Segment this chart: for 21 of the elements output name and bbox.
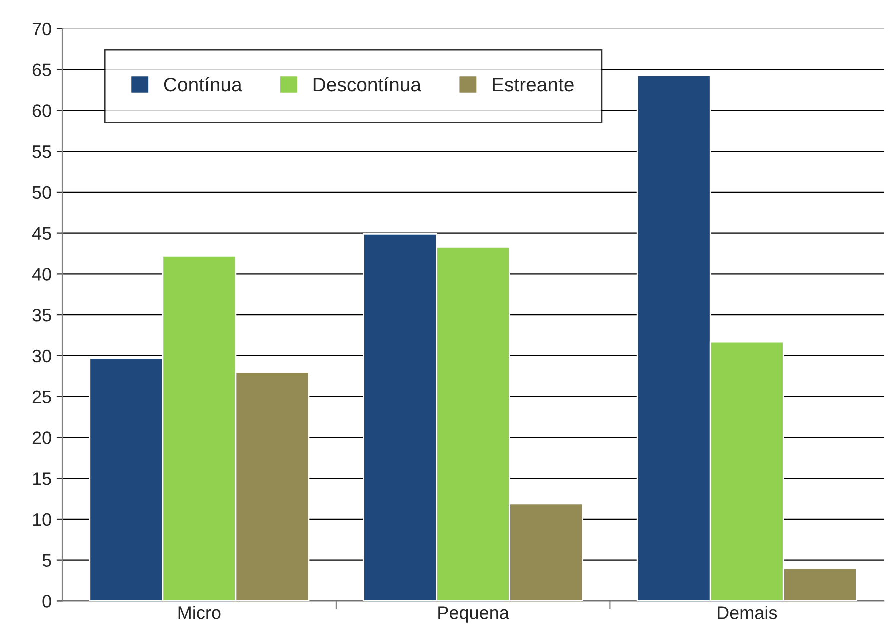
y-tick-label: 30 — [32, 350, 52, 363]
y-tick-label: 40 — [32, 268, 52, 281]
x-tick-label: Pequena — [438, 606, 510, 623]
y-tick-label: 20 — [32, 432, 52, 444]
y-tick-label: 5 — [42, 554, 52, 568]
y-tick-label: 65 — [32, 64, 52, 77]
y-tick-label: 35 — [32, 309, 52, 322]
y-tick-label: 45 — [32, 227, 52, 240]
y-tick-label: 70 — [32, 22, 52, 36]
y-tick-label: 25 — [32, 390, 52, 404]
y-tick-label: 10 — [33, 513, 52, 526]
y-tick-label: 15 — [33, 472, 52, 486]
legend-label: Contínua — [164, 77, 242, 92]
x-tick-label: Micro — [178, 606, 221, 620]
y-tick-label: 60 — [32, 104, 52, 118]
x-tick-label: Demais — [718, 606, 778, 620]
y-tick-label: 50 — [32, 186, 52, 200]
legend-label: Estreante — [493, 78, 574, 92]
y-tick-label: 55 — [32, 146, 52, 158]
y-tick-label: 0 — [42, 595, 52, 608]
legend-label: Descontínua — [314, 77, 422, 92]
